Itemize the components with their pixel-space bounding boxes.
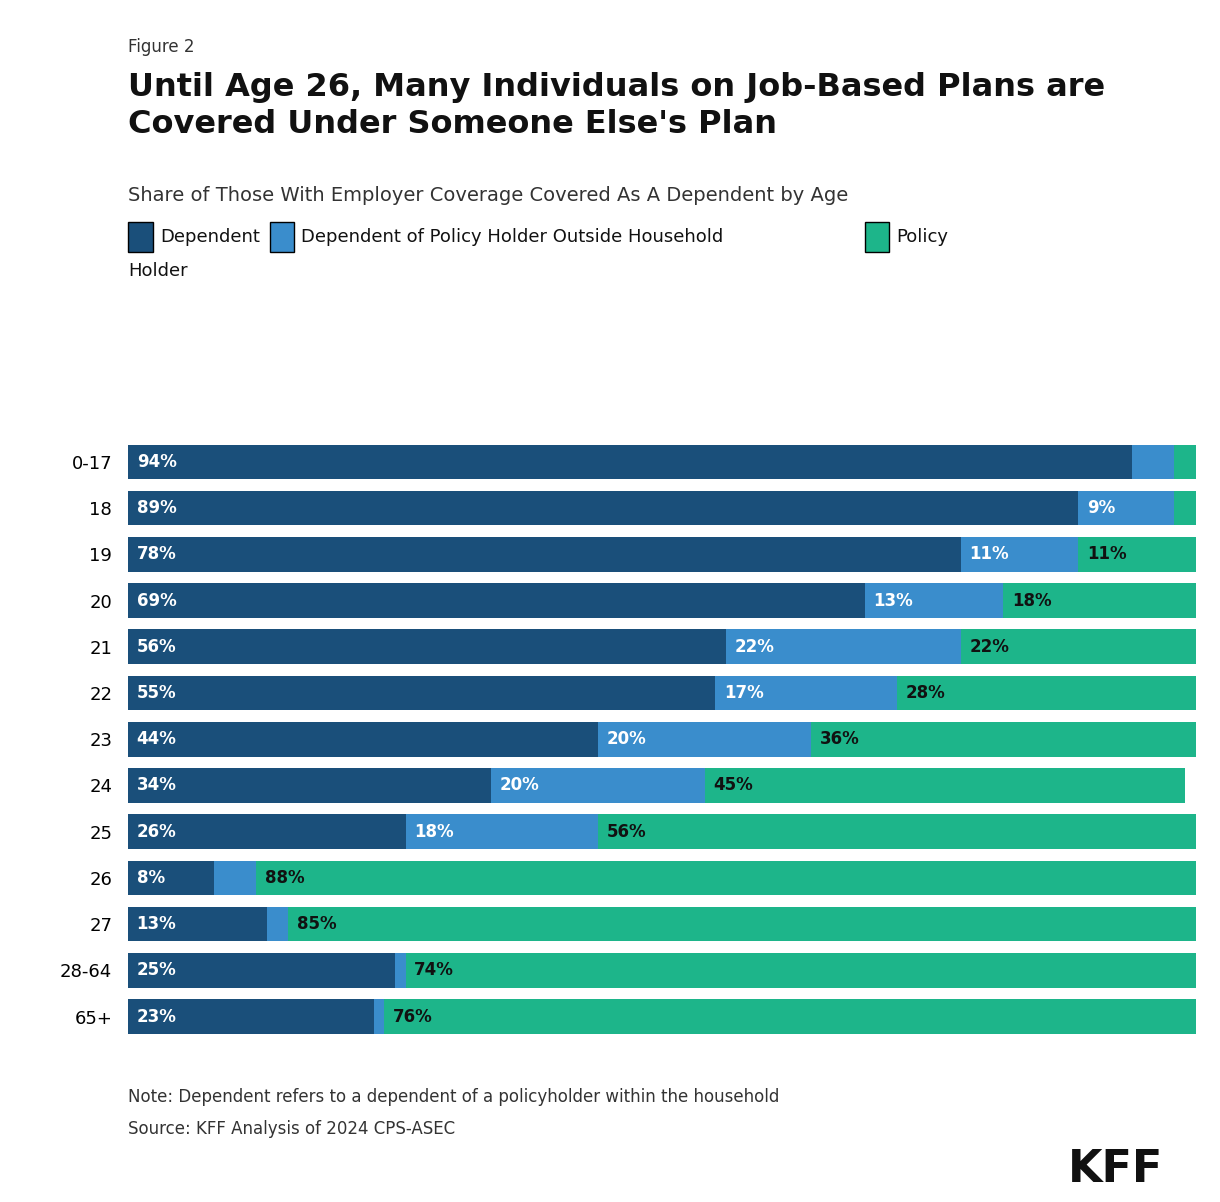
Text: 18%: 18% [1013,591,1052,609]
Text: Share of Those With Employer Coverage Covered As A Dependent by Age: Share of Those With Employer Coverage Co… [128,186,848,206]
Text: 78%: 78% [137,546,177,564]
Bar [128,630,726,664]
Text: 74%: 74% [415,962,454,980]
Text: 89%: 89% [137,499,177,517]
Text: 20%: 20% [500,776,539,795]
Bar [1174,490,1196,525]
Text: 28%: 28% [905,684,946,702]
Bar [598,722,811,756]
Text: 76%: 76% [393,1007,433,1025]
Bar [811,722,1196,756]
Text: 13%: 13% [137,915,177,933]
Text: 56%: 56% [137,638,176,656]
Bar [128,953,395,988]
Bar [598,815,1196,849]
Bar [128,583,865,618]
Bar [726,630,961,664]
Bar [897,676,1196,710]
Text: 36%: 36% [820,731,860,748]
Text: Source: KFF Analysis of 2024 CPS-ASEC: Source: KFF Analysis of 2024 CPS-ASEC [128,1120,455,1138]
Bar [961,630,1196,664]
Bar [492,768,705,803]
Text: Dependent of Policy Holder Outside Household: Dependent of Policy Holder Outside House… [301,228,723,246]
Text: 11%: 11% [970,546,1009,564]
Text: Dependent: Dependent [160,228,260,246]
Text: Note: Dependent refers to a dependent of a policyholder within the household: Note: Dependent refers to a dependent of… [128,1088,780,1106]
Bar [128,445,1132,480]
Bar [128,490,1078,525]
Bar [961,537,1078,572]
Text: 94%: 94% [137,453,177,471]
Bar [1078,537,1196,572]
Bar [705,768,1185,803]
Bar [128,722,598,756]
Text: 45%: 45% [712,776,753,795]
Text: 22%: 22% [970,638,1009,656]
Bar [1174,445,1196,480]
Bar [256,861,1196,895]
Bar [1078,490,1174,525]
Text: 34%: 34% [137,776,177,795]
Bar [1003,583,1196,618]
Text: Until Age 26, Many Individuals on Job-Based Plans are
Covered Under Someone Else: Until Age 26, Many Individuals on Job-Ba… [128,72,1105,141]
Text: 18%: 18% [415,822,454,840]
Bar [128,861,214,895]
Bar [1132,445,1174,480]
Bar [373,999,384,1034]
Text: 8%: 8% [137,869,165,887]
Bar [395,953,405,988]
Bar [214,861,256,895]
Bar [128,815,405,849]
Bar [128,676,715,710]
Text: 23%: 23% [137,1007,177,1025]
Bar [267,906,288,941]
Text: Holder: Holder [128,262,188,280]
Text: 25%: 25% [137,962,177,980]
Text: 69%: 69% [137,591,177,609]
Text: 20%: 20% [606,731,647,748]
Bar [384,999,1196,1034]
Text: 56%: 56% [606,822,645,840]
Text: 13%: 13% [874,591,913,609]
Bar [865,583,1003,618]
Text: Policy: Policy [897,228,949,246]
Text: 85%: 85% [296,915,337,933]
Bar [128,537,961,572]
Text: Figure 2: Figure 2 [128,38,195,56]
Text: 11%: 11% [1087,546,1126,564]
Text: 88%: 88% [265,869,304,887]
Text: 22%: 22% [734,638,775,656]
Bar [128,999,373,1034]
Bar [715,676,897,710]
Text: 44%: 44% [137,731,177,748]
Text: 9%: 9% [1087,499,1115,517]
Text: 55%: 55% [137,684,176,702]
Bar [288,906,1196,941]
Text: 26%: 26% [137,822,177,840]
Bar [128,906,267,941]
Bar [405,953,1196,988]
Bar [405,815,598,849]
Bar [128,768,492,803]
Text: KFF: KFF [1068,1148,1163,1191]
Text: 17%: 17% [723,684,764,702]
